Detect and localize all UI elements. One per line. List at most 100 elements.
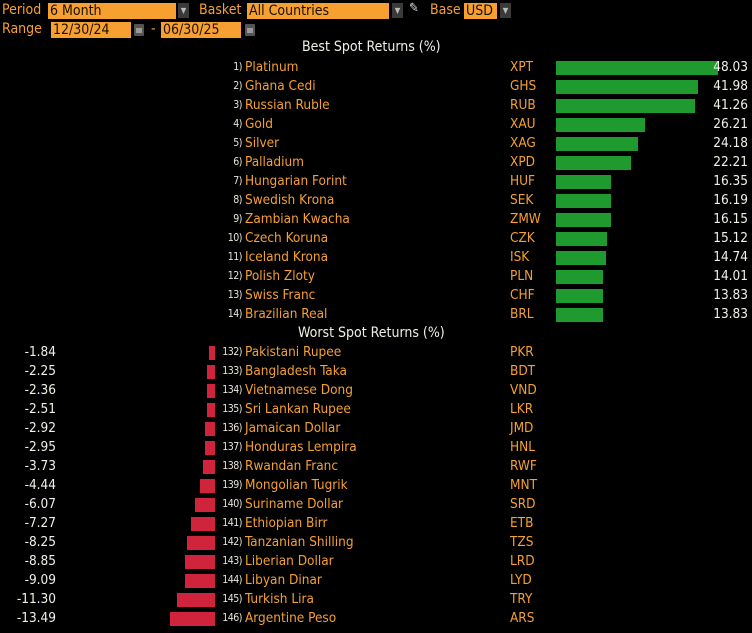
best-row[interactable]: 4) Gold XAU 26.21 [0,115,752,134]
return-value: 14.01 [713,268,748,284]
currency-code: LRD [510,553,535,569]
currency-code: XPT [510,59,534,75]
worst-row[interactable]: -2.92 136) Jamaican Dollar JMD [0,419,752,438]
currency-code: TRY [510,591,533,607]
range-start-calendar-icon[interactable] [134,24,144,36]
worst-row[interactable]: -4.44 139) Mongolian Tugrik MNT [0,476,752,495]
currency-code: HUF [510,173,536,189]
currency-name: Argentine Peso [245,610,337,626]
rank-number: 146) [222,612,242,624]
range-separator: - [151,21,156,37]
return-bar-positive [556,270,604,284]
return-value: 22.21 [713,154,748,170]
return-value: -2.51 [24,401,56,417]
worst-row[interactable]: -3.73 138) Rwandan Franc RWF [0,457,752,476]
best-row[interactable]: 6) Palladium XPD 22.21 [0,153,752,172]
basket-select[interactable]: All Countries [247,3,389,19]
return-value: 14.74 [713,249,748,265]
base-dropdown-arrow[interactable]: ▼ [500,3,511,18]
currency-name: Iceland Krona [245,249,329,265]
worst-row[interactable]: -6.07 140) Suriname Dollar SRD [0,495,752,514]
worst-row[interactable]: -11.30 145) Turkish Lira TRY [0,590,752,609]
rank-number: 5) [233,137,242,149]
return-value: 26.21 [713,116,748,132]
return-bar-positive [556,308,603,322]
worst-row[interactable]: -2.36 134) Vietnamese Dong VND [0,381,752,400]
currency-name: Zambian Kwacha [245,211,350,227]
currency-name: Gold [245,116,273,132]
worst-row[interactable]: -2.25 133) Bangladesh Taka BDT [0,362,752,381]
rank-number: 141) [222,517,242,529]
edit-pencil-icon[interactable]: ✎ [409,1,419,16]
range-start-input[interactable]: 12/30/24 [51,22,131,38]
currency-name: Rwandan Franc [245,458,339,474]
best-row[interactable]: 7) Hungarian Forint HUF 16.35 [0,172,752,191]
best-row[interactable]: 5) Silver XAG 24.18 [0,134,752,153]
basket-dropdown-arrow[interactable]: ▼ [392,3,403,18]
currency-code: ISK [510,249,530,265]
period-dropdown-arrow[interactable]: ▼ [178,3,189,18]
return-bar-negative [200,479,215,493]
worst-row[interactable]: -8.85 143) Liberian Dollar LRD [0,552,752,571]
best-row[interactable]: 13) Swiss Franc CHF 13.83 [0,286,752,305]
best-row[interactable]: 10) Czech Koruna CZK 15.12 [0,229,752,248]
worst-row[interactable]: -13.49 146) Argentine Peso ARS [0,609,752,628]
worst-row[interactable]: -2.95 137) Honduras Lempira HNL [0,438,752,457]
currency-name: Liberian Dollar [245,553,334,569]
period-select[interactable]: 6 Month [48,3,176,19]
rank-number: 133) [222,365,242,377]
currency-code: JMD [510,420,534,436]
worst-row[interactable]: -8.25 142) Tanzanian Shilling TZS [0,533,752,552]
basket-label: Basket [199,2,242,18]
currency-code: XAG [510,135,536,151]
return-bar-positive [556,232,608,246]
currency-name: Bangladesh Taka [245,363,347,379]
currency-name: Swiss Franc [245,287,316,303]
rank-number: 13) [227,289,243,301]
return-value: -13.49 [16,610,56,626]
rank-number: 132) [222,346,242,358]
return-bar-negative [205,422,215,436]
currency-code: RUB [510,97,536,113]
currency-name: Libyan Dinar [245,572,322,588]
range-end-input[interactable]: 06/30/25 [161,22,241,38]
return-value: -4.44 [24,477,56,493]
range-end-calendar-icon[interactable] [245,24,255,36]
rank-number: 4) [233,118,242,130]
return-value: 15.12 [713,230,748,246]
best-row[interactable]: 8) Swedish Krona SEK 16.19 [0,191,752,210]
best-row[interactable]: 12) Polish Zloty PLN 14.01 [0,267,752,286]
currency-name: Ghana Cedi [245,78,316,94]
rank-number: 7) [233,175,242,187]
currency-code: SEK [510,192,534,208]
best-row[interactable]: 9) Zambian Kwacha ZMW 16.15 [0,210,752,229]
rank-number: 1) [233,61,242,73]
rank-number: 143) [222,555,242,567]
return-bar-positive [556,156,632,170]
currency-name: Pakistani Rupee [245,344,342,360]
best-row[interactable]: 2) Ghana Cedi GHS 41.98 [0,77,752,96]
period-label: Period [2,2,42,18]
rank-number: 6) [233,156,242,168]
best-row[interactable]: 14) Brazilian Real BRL 13.83 [0,305,752,324]
worst-row[interactable]: -7.27 141) Ethiopian Birr ETB [0,514,752,533]
return-value: -6.07 [24,496,56,512]
currency-code: BRL [510,306,534,322]
currency-name: Turkish Lira [245,591,314,607]
worst-returns-title: Worst Spot Returns (%) [298,325,445,341]
currency-name: Ethiopian Birr [245,515,328,531]
currency-name: Czech Koruna [245,230,329,246]
best-row[interactable]: 1) Platinum XPT 48.03 [0,58,752,77]
best-row[interactable]: 11) Iceland Krona ISK 14.74 [0,248,752,267]
rank-number: 136) [222,422,242,434]
best-row[interactable]: 3) Russian Ruble RUB 41.26 [0,96,752,115]
rank-number: 142) [222,536,242,548]
base-currency-select[interactable]: USD [464,3,497,19]
currency-name: Palladium [245,154,304,170]
worst-row[interactable]: -1.84 132) Pakistani Rupee PKR [0,343,752,362]
currency-code: MNT [510,477,537,493]
return-value: -9.09 [24,572,56,588]
currency-code: CZK [510,230,535,246]
worst-row[interactable]: -9.09 144) Libyan Dinar LYD [0,571,752,590]
worst-row[interactable]: -2.51 135) Sri Lankan Rupee LKR [0,400,752,419]
